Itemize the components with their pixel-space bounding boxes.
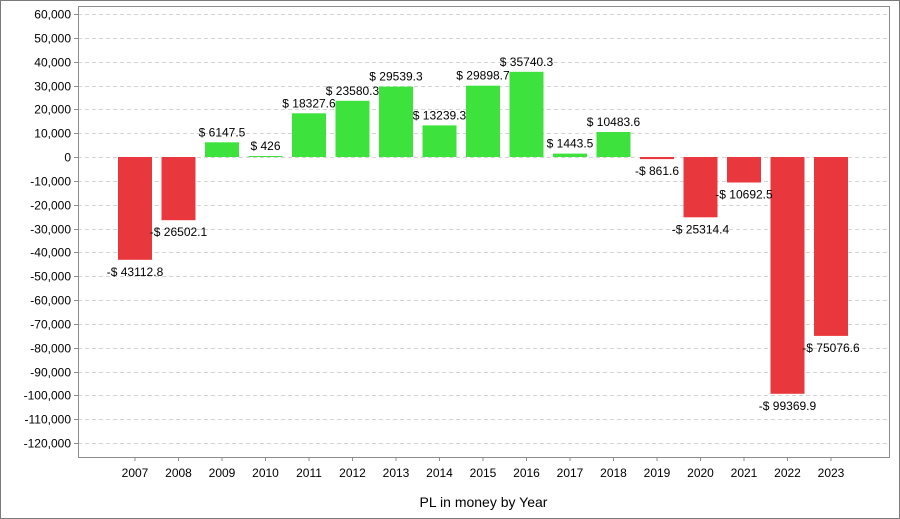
bar-2012 (335, 100, 370, 157)
bar-2009 (205, 142, 239, 157)
bar-2021 (727, 157, 761, 183)
y-tick-label: 20,000 (34, 103, 71, 117)
y-tick-label: -120,000 (24, 437, 72, 451)
bar-2008 (161, 157, 196, 221)
y-tick-label: 40,000 (34, 56, 71, 70)
y-tick-label: -100,000 (24, 389, 72, 403)
bar-2023 (814, 157, 848, 336)
x-tick-label-2015: 2015 (470, 466, 497, 480)
data-label-2007: -$ 43112.8 (107, 265, 164, 279)
x-tick-label-2014: 2014 (426, 466, 453, 480)
data-label-2016: $ 35740.3 (500, 55, 554, 69)
y-tick-label: -20,000 (30, 199, 71, 213)
y-tick-label: -50,000 (30, 270, 71, 284)
bar-2022 (770, 157, 805, 394)
x-tick-label-2009: 2009 (209, 466, 236, 480)
x-tick-label-2022: 2022 (774, 466, 801, 480)
y-tick-label: -90,000 (30, 366, 71, 380)
data-label-2012: $ 23580.3 (326, 84, 380, 98)
data-label-2022: -$ 99369.9 (759, 399, 817, 413)
bar-2013 (379, 86, 413, 157)
y-tick-label: -10,000 (30, 175, 71, 189)
y-tick-label: -40,000 (30, 246, 71, 260)
y-axis: 60,000 50,000 40,000 30,000 20,000 10,000 0 -10… (24, 8, 78, 451)
bar-2018 (596, 132, 631, 157)
x-tick-label-2021: 2021 (731, 466, 758, 480)
y-tick-label: 50,000 (34, 32, 71, 46)
plot-area (78, 6, 890, 458)
bars (118, 71, 848, 394)
data-labels: -$ 43112.8 -$ 26502.1 $ 6147.5 $ 426 $ 18327… (107, 55, 860, 413)
x-tick-label-2013: 2013 (383, 466, 410, 480)
data-label-2008: -$ 26502.1 (150, 225, 208, 239)
x-tick-label-2010: 2010 (252, 466, 279, 480)
x-tick-label-2016: 2016 (513, 466, 540, 480)
bar-2020 (683, 157, 718, 218)
y-tick-label: 60,000 (34, 8, 71, 22)
y-tick-label: -110,000 (25, 413, 72, 427)
x-axis: 2007 2008 2009 2010 2011 2012 2013 2014 2015 2016… (122, 457, 845, 480)
y-tick-label: -30,000 (30, 223, 71, 237)
x-tick-label-2012: 2012 (339, 466, 366, 480)
x-tick-label-2020: 2020 (687, 466, 714, 480)
x-tick-label-2019: 2019 (644, 466, 671, 480)
y-tick-label: 30,000 (34, 80, 71, 94)
y-tick-label: -70,000 (30, 318, 71, 332)
x-tick-label-2023: 2023 (818, 466, 845, 480)
data-label-2015: $ 29898.7 (456, 69, 510, 83)
bar-2015 (466, 85, 500, 157)
x-axis-title: PL in money by Year (420, 494, 548, 510)
bar-2011 (292, 113, 326, 157)
y-tick-label: -80,000 (30, 342, 71, 356)
data-label-2017: $ 1443.5 (547, 137, 594, 151)
x-tick-label-2008: 2008 (165, 466, 192, 480)
y-tick-label: 10,000 (34, 127, 71, 141)
y-tick-label: -60,000 (30, 294, 71, 308)
data-label-2018: $ 10483.6 (587, 115, 641, 129)
data-label-2023: -$ 75076.6 (802, 341, 860, 355)
y-tick-label: 0 (64, 151, 71, 165)
data-label-2010: $ 426 (250, 139, 280, 153)
data-label-2013: $ 29539.3 (369, 70, 423, 84)
x-tick-label-2018: 2018 (600, 466, 627, 480)
data-label-2021: -$ 10692.5 (715, 188, 773, 202)
bar-2007 (118, 157, 152, 260)
x-tick-label-2007: 2007 (122, 466, 149, 480)
data-label-2011: $ 18327.6 (282, 96, 336, 110)
grid-lines (78, 14, 889, 444)
data-label-2019: -$ 861.6 (635, 164, 679, 178)
x-tick-label-2011: 2011 (296, 466, 322, 480)
bar-2019 (640, 157, 674, 160)
x-tick-label-2017: 2017 (557, 466, 584, 480)
data-label-2020: -$ 25314.4 (672, 222, 730, 236)
data-label-2014: $ 13239.3 (413, 108, 467, 122)
bar-2014 (422, 125, 457, 157)
data-label-2009: $ 6147.5 (199, 125, 246, 139)
bar-2016 (509, 71, 544, 157)
bar-2010 (248, 156, 283, 157)
bar-2017 (553, 153, 587, 157)
